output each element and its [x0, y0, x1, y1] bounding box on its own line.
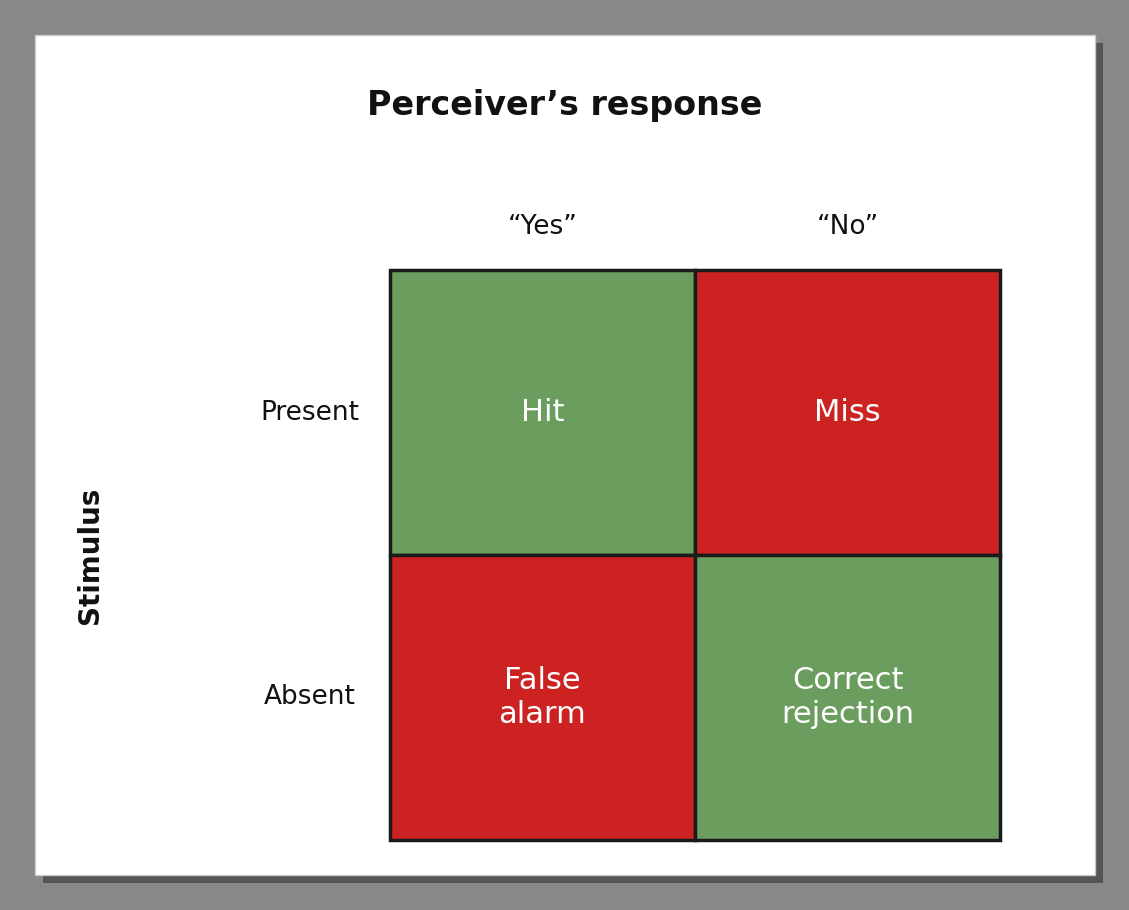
- Text: “No”: “No”: [816, 214, 878, 240]
- Bar: [695, 270, 1000, 555]
- Text: Correct
rejection: Correct rejection: [781, 666, 914, 729]
- Text: Perceiver’s response: Perceiver’s response: [367, 88, 763, 122]
- Bar: [390, 555, 695, 840]
- Text: Hit: Hit: [520, 398, 564, 427]
- Text: “Yes”: “Yes”: [508, 214, 577, 240]
- Bar: [695, 555, 1000, 840]
- Text: False
alarm: False alarm: [499, 666, 586, 729]
- Text: Miss: Miss: [814, 398, 881, 427]
- Text: Stimulus: Stimulus: [76, 486, 104, 623]
- Text: Absent: Absent: [264, 684, 356, 711]
- Text: Present: Present: [261, 399, 359, 426]
- Bar: [390, 270, 695, 555]
